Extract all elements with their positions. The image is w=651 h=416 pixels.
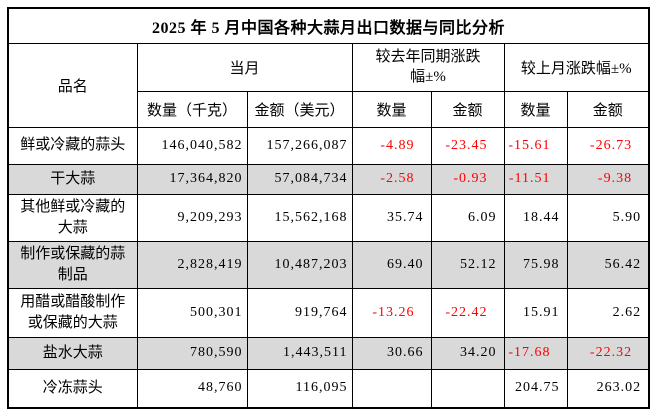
yoy-amount-cell [430,368,505,409]
mom-quantity-cell: 75.98 [503,240,568,289]
yoy-amount-cell: 34.20 [430,336,505,370]
header-mom-quantity: 数量 [503,90,568,128]
yoy-quantity-cell: -4.89 [351,126,432,165]
quantity-kg-cell: 146,040,582 [136,126,248,165]
amount-usd-cell: 57,084,734 [246,163,353,195]
yoy-quantity-cell: -13.26 [351,287,432,338]
table-row: 干大蒜 17,364,820 57,084,734 -2.58 -0.93 -11.51-… [7,163,650,195]
mom-quantity-cell: -17.68 [503,336,568,370]
header-mom-change: 较上月涨跌幅±% [503,42,650,92]
yoy-amount-cell: 52.12 [430,240,505,289]
mom-quantity-cell: -15.61 [503,126,568,165]
table-row: 鲜或冷藏的蒜头 146,040,582 157,266,087 -4.89 -23.45… [7,126,650,165]
yoy-amount-cell: -23.45 [430,126,505,165]
product-name-cell: 干大蒜 [7,163,138,195]
header-current-month: 当月 [136,42,353,92]
product-name-cell: 用醋或醋酸制作或保藏的大蒜 [7,287,138,338]
header-mom-amount: 金额 [566,90,650,128]
mom-quantity-cell: 15.91 [503,287,568,338]
header-yoy-quantity: 数量 [351,90,432,128]
mom-quantity-cell: 204.75 [503,368,568,409]
table-title: 2025 年 5 月中国各种大蒜月出口数据与同比分析 [7,7,650,44]
mom-quantity-cell: 18.44 [503,193,568,242]
amount-usd-cell: 919,764 [246,287,353,338]
yoy-amount-cell: 6.09 [430,193,505,242]
header-amount-usd: 金额（美元） [246,90,353,128]
amount-usd-cell: 116,095 [246,368,353,409]
mom-amount-cell: 2.62 [566,287,650,338]
mom-quantity-cell: -11.51 [503,163,568,195]
header-yoy-change: 较去年同期涨跌幅±% [351,42,505,92]
amount-usd-cell: 10,487,203 [246,240,353,289]
table-row: 其他鲜或冷藏的大蒜 9,209,293 15,562,168 35.74 6.09 18.… [7,193,650,242]
table-row: 制作或保藏的蒜制品 2,828,419 10,487,203 69.40 52.12 75… [7,240,650,289]
product-name-cell: 冷冻蒜头 [7,368,138,409]
mom-amount-cell: -9.38 [566,163,650,195]
product-name-cell: 鲜或冷藏的蒜头 [7,126,138,165]
quantity-kg-cell: 780,590 [136,336,248,370]
header-yoy-amount: 金额 [430,90,505,128]
yoy-quantity-cell [351,368,432,409]
yoy-amount-cell: -0.93 [430,163,505,195]
quantity-kg-cell: 500,301 [136,287,248,338]
quantity-kg-cell: 48,760 [136,368,248,409]
quantity-kg-cell: 17,364,820 [136,163,248,195]
header-product: 品名 [7,42,138,128]
yoy-quantity-cell: 35.74 [351,193,432,242]
product-name-cell: 盐水大蒜 [7,336,138,370]
quantity-kg-cell: 9,209,293 [136,193,248,242]
quantity-kg-cell: 2,828,419 [136,240,248,289]
mom-amount-cell: 5.90 [566,193,650,242]
garlic-export-table: 2025 年 5 月中国各种大蒜月出口数据与同比分析 品名 当月 较去年同期涨跌… [7,7,651,409]
amount-usd-cell: 1,443,511 [246,336,353,370]
yoy-quantity-cell: 69.40 [351,240,432,289]
yoy-quantity-cell: 30.66 [351,336,432,370]
yoy-amount-cell: -22.42 [430,287,505,338]
mom-amount-cell: -22.32 [566,336,650,370]
amount-usd-cell: 15,562,168 [246,193,353,242]
mom-amount-cell: 56.42 [566,240,650,289]
mom-amount-cell: -26.73 [566,126,650,165]
table-row: 用醋或醋酸制作或保藏的大蒜 500,301 919,764 -13.26 -22.42 1… [7,287,650,338]
mom-amount-cell: 263.02 [566,368,650,409]
amount-usd-cell: 157,266,087 [246,126,353,165]
product-name-cell: 其他鲜或冷藏的大蒜 [7,193,138,242]
yoy-quantity-cell: -2.58 [351,163,432,195]
table-row: 盐水大蒜 780,590 1,443,511 30.66 34.20 -17.68 -22.… [7,336,650,370]
product-name-cell: 制作或保藏的蒜制品 [7,240,138,289]
header-yoy-change-label: 较去年同期涨跌幅±% [375,48,481,85]
table-row: 冷冻蒜头 48,760 116,095 204.75 263.02 [7,368,650,409]
header-quantity-kg: 数量（千克） [136,90,248,128]
